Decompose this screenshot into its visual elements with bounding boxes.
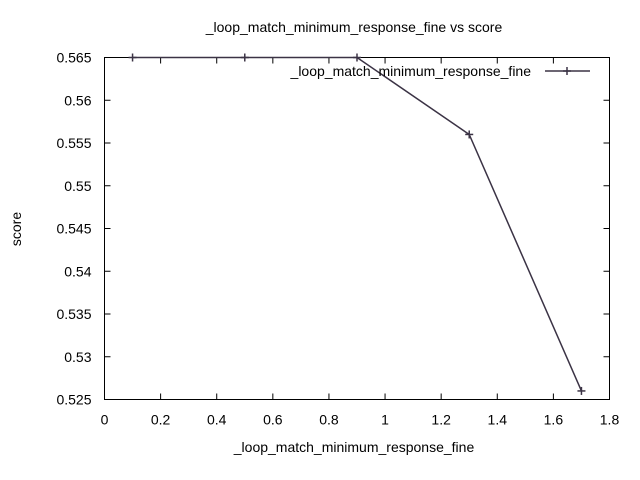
data-point [353, 53, 361, 62]
data-point [128, 53, 137, 62]
x-tick-label: 0.8 [319, 412, 339, 428]
y-tick-label: 0.525 [56, 392, 91, 408]
data-point [577, 386, 586, 395]
x-tick-label: 1 [381, 412, 389, 428]
data-point [240, 53, 249, 62]
x-tick-label: 0 [101, 412, 109, 428]
x-axis-ticks: 0 0.2 0.4 0.6 0.8 1 1.2 1.4 1.6 1.8 [101, 57, 620, 428]
y-tick-label: 0.555 [56, 135, 91, 151]
x-tick-label: 0.4 [207, 412, 227, 428]
chart-title: _loop_match_minimum_response_fine vs sco… [205, 19, 503, 35]
y-tick-label: 0.53 [64, 349, 91, 365]
x-tick-label: 1.4 [488, 412, 508, 428]
y-axis-ticks: 0.525 0.53 0.535 0.54 0.545 0.55 0.555 0.56 0.56… [56, 50, 610, 408]
x-tick-label: 0.6 [263, 412, 283, 428]
legend-marker [563, 67, 571, 75]
data-point [465, 130, 474, 139]
x-tick-label: 0.2 [151, 412, 171, 428]
y-tick-label: 0.56 [64, 92, 91, 108]
y-axis-label: score [8, 212, 24, 246]
y-tick-label: 0.565 [56, 50, 91, 66]
legend: _loop_match_minimum_response_fine [290, 63, 590, 79]
legend-label: _loop_match_minimum_response_fine [290, 63, 532, 79]
legend-plus-marker [563, 67, 571, 75]
y-tick-label: 0.545 [56, 221, 91, 237]
y-tick-label: 0.535 [56, 306, 91, 322]
y-tick-label: 0.55 [64, 178, 91, 194]
x-tick-label: 1.8 [600, 412, 620, 428]
series-line [132, 56, 583, 392]
x-axis-label: _loop_match_minimum_response_fine [233, 439, 475, 455]
series-layer [128, 53, 586, 395]
x-tick-label: 1.2 [431, 412, 451, 428]
y-tick-label: 0.54 [64, 263, 91, 279]
plot-frame [104, 57, 610, 400]
x-tick-label: 1.6 [544, 412, 564, 428]
